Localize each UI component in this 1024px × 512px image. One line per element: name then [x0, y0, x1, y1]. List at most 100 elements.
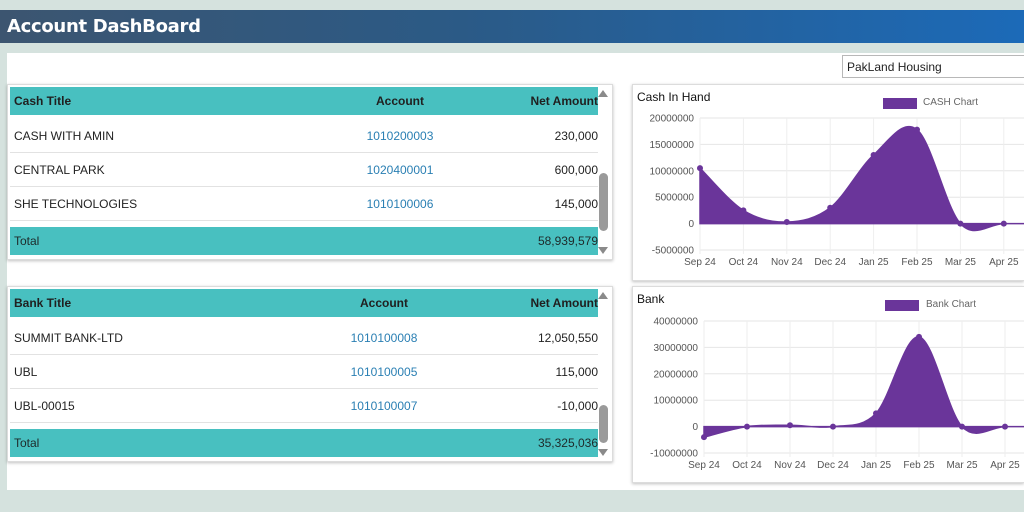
account-link[interactable]: 1020400001	[366, 163, 434, 177]
row-amount: -10,000	[557, 399, 598, 413]
total-amount: 35,325,036	[537, 436, 598, 450]
x-tick-label: Feb 25	[903, 460, 935, 471]
row-amount: 145,000	[554, 197, 598, 211]
x-tick-label: Mar 25	[946, 460, 978, 471]
scroll-down-icon[interactable]	[598, 449, 608, 456]
account-link[interactable]: 1010100007	[350, 399, 418, 413]
row-amount: 115,000	[555, 365, 599, 379]
chart-title: Cash In Hand	[637, 90, 711, 104]
data-point[interactable]	[870, 151, 877, 158]
y-tick-label: 30000000	[654, 343, 699, 354]
legend-label[interactable]: CASH Chart	[923, 97, 979, 108]
x-tick-label: Sep 24	[688, 460, 720, 471]
x-tick-label: Oct 24	[729, 257, 759, 268]
project-select[interactable]: PakLand Housing	[842, 55, 1024, 78]
cash-grid-total: Total 58,939,579	[10, 227, 598, 255]
col-cash-title[interactable]: Cash Title	[14, 94, 72, 108]
total-label: Total	[14, 436, 40, 450]
series-area[interactable]	[699, 125, 1024, 232]
x-tick-label: Jan 25	[861, 460, 891, 471]
account-link[interactable]: 1010100005	[350, 365, 418, 379]
cash-grid-scrollbar[interactable]	[597, 87, 610, 257]
y-tick-label: 15000000	[650, 140, 695, 151]
row-amount: 12,050,550	[537, 331, 598, 345]
scroll-thumb[interactable]	[599, 405, 608, 443]
x-tick-label: Nov 24	[771, 257, 803, 268]
col-bank-title[interactable]: Bank Title	[14, 296, 72, 310]
y-tick-label: 40000000	[654, 317, 699, 328]
x-tick-label: Feb 25	[901, 257, 933, 268]
data-point[interactable]	[740, 207, 747, 214]
row-title: CASH WITH AMIN	[14, 129, 115, 143]
x-tick-label: Nov 24	[774, 460, 806, 471]
data-point[interactable]	[830, 423, 836, 430]
row-title: UBL-00015	[14, 399, 75, 413]
table-row[interactable]: CASH WITH AMIN 1010200003 230,000	[10, 119, 598, 153]
col-net-amount[interactable]: Net Amount	[530, 94, 598, 108]
y-tick-label: -5000000	[652, 246, 695, 257]
x-tick-label: Jan 25	[859, 257, 889, 268]
series-area[interactable]	[703, 336, 1024, 439]
col-account[interactable]: Account	[360, 296, 408, 310]
bank-grid-header: Bank Title Account Net Amount	[10, 289, 598, 317]
row-title: CENTRAL PARK	[14, 163, 105, 177]
table-row[interactable]: UBL-00015 1010100007 -10,000	[10, 389, 598, 423]
bank-grid-scrollbar[interactable]	[597, 289, 610, 459]
y-tick-label: 20000000	[654, 369, 699, 380]
page-title: Account DashBoard	[0, 10, 1024, 43]
data-point[interactable]	[701, 434, 707, 441]
y-tick-label: 0	[692, 422, 698, 433]
data-point[interactable]	[959, 423, 965, 430]
y-tick-label: 20000000	[650, 114, 695, 125]
col-net-amount[interactable]: Net Amount	[530, 296, 598, 310]
account-link[interactable]: 1010100006	[366, 197, 434, 211]
data-point[interactable]	[787, 422, 793, 429]
cash-grid-header: Cash Title Account Net Amount	[10, 87, 598, 115]
row-title: SHE TECHNOLOGIES	[14, 197, 138, 211]
bank-chart-card: Bank Bank Chart 40000000 30000000 20000000…	[632, 286, 1024, 483]
data-point[interactable]	[783, 219, 790, 226]
table-row[interactable]: SUMMIT BANK-LTD 1010100008 12,050,550	[10, 321, 598, 355]
scroll-up-icon[interactable]	[598, 292, 608, 299]
scroll-down-icon[interactable]	[598, 247, 608, 254]
scroll-up-icon[interactable]	[598, 90, 608, 97]
cash-chart: 20000000 15000000 10000000 5000000 0 -5000000…	[650, 114, 1024, 268]
x-tick-label: Oct 24	[732, 460, 762, 471]
table-row[interactable]: CENTRAL PARK 1020400001 600,000	[10, 153, 598, 187]
cash-chart-card: Cash In Hand CASH Chart 20000000 15000000…	[632, 84, 1024, 281]
y-tick-label: 5000000	[655, 193, 694, 204]
cash-grid: Cash Title Account Net Amount CASH WITH …	[7, 84, 613, 260]
x-tick-label: Dec 24	[814, 257, 846, 268]
data-point[interactable]	[827, 204, 834, 211]
legend-swatch[interactable]	[883, 98, 917, 109]
legend-label[interactable]: Bank Chart	[926, 299, 977, 310]
col-account[interactable]: Account	[376, 94, 424, 108]
chart-title: Bank	[637, 292, 665, 306]
x-tick-label: Dec 24	[817, 460, 849, 471]
data-point[interactable]	[914, 126, 920, 133]
row-title: SUMMIT BANK-LTD	[14, 331, 123, 345]
account-link[interactable]: 1010100008	[350, 331, 418, 345]
bank-chart: 40000000 30000000 20000000 10000000 0 -100000…	[650, 317, 1024, 471]
data-point[interactable]	[1002, 423, 1008, 430]
bank-grid: Bank Title Account Net Amount SUMMIT BAN…	[7, 286, 613, 462]
scroll-thumb[interactable]	[599, 173, 608, 231]
data-point[interactable]	[697, 165, 703, 172]
account-link[interactable]: 1010200003	[366, 129, 434, 143]
row-amount: 600,000	[554, 163, 598, 177]
table-row[interactable]: UBL 1010100005 115,000	[10, 355, 598, 389]
table-row[interactable]: SHE TECHNOLOGIES 1010100006 145,000	[10, 187, 598, 221]
y-tick-label: 0	[688, 219, 694, 230]
data-point[interactable]	[957, 220, 964, 227]
x-tick-label: Apr 25	[990, 460, 1020, 471]
data-point[interactable]	[1000, 220, 1007, 227]
row-amount: 230,000	[554, 129, 598, 143]
y-tick-label: 10000000	[650, 166, 695, 177]
total-label: Total	[14, 234, 40, 248]
data-point[interactable]	[744, 423, 750, 430]
data-point[interactable]	[873, 410, 879, 417]
legend-swatch[interactable]	[885, 300, 919, 311]
data-point[interactable]	[916, 333, 922, 340]
x-tick-label: Mar 25	[945, 257, 977, 268]
row-title: UBL	[14, 365, 38, 379]
